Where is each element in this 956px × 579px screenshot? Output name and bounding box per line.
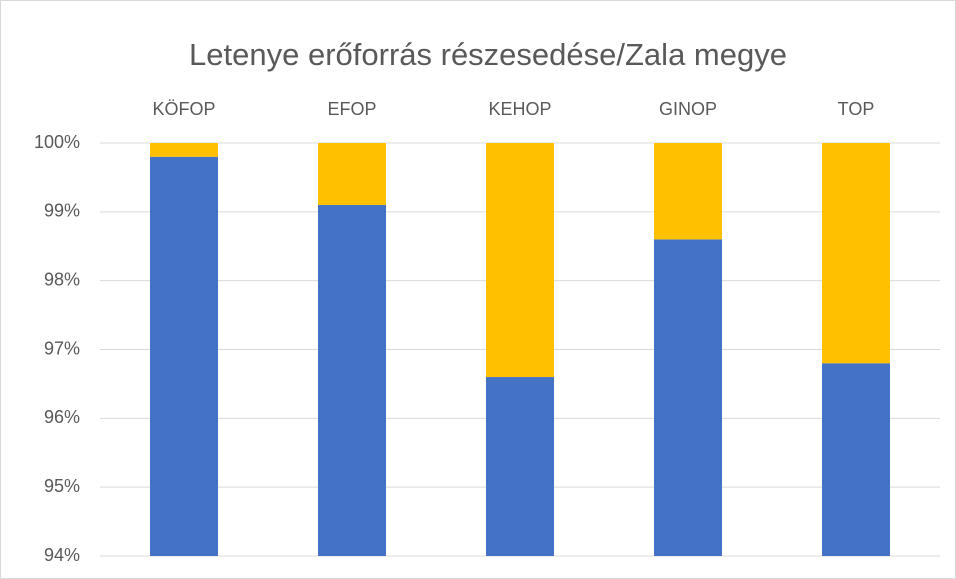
bar-segment [822, 143, 890, 364]
chart-title: Letenye erőforrás részesedése/Zala megye [189, 37, 787, 72]
bar-segment [318, 204, 386, 556]
bar-segment [654, 239, 722, 556]
x-tick-label: GINOP [659, 99, 717, 119]
x-tick-label: EFOP [327, 99, 376, 119]
y-tick-label: 98% [44, 269, 80, 289]
bar-segment [150, 156, 218, 556]
bar-segment [318, 143, 386, 205]
y-tick-label: 99% [44, 201, 80, 221]
y-tick-label: 96% [44, 407, 80, 427]
bars [150, 143, 890, 556]
y-tick-label: 95% [44, 476, 80, 496]
bar-segment [822, 363, 890, 556]
y-tick-label: 94% [44, 545, 80, 565]
bar-segment [486, 143, 554, 378]
x-tick-label: TOP [838, 99, 875, 119]
x-tick-label: KEHOP [488, 99, 551, 119]
y-tick-label: 97% [44, 338, 80, 358]
bar-segment [654, 143, 722, 240]
bar-segment [150, 143, 218, 157]
y-tick-label: 100% [34, 132, 80, 152]
x-tick-label: KÖFOP [152, 99, 215, 119]
bar-segment [486, 377, 554, 556]
